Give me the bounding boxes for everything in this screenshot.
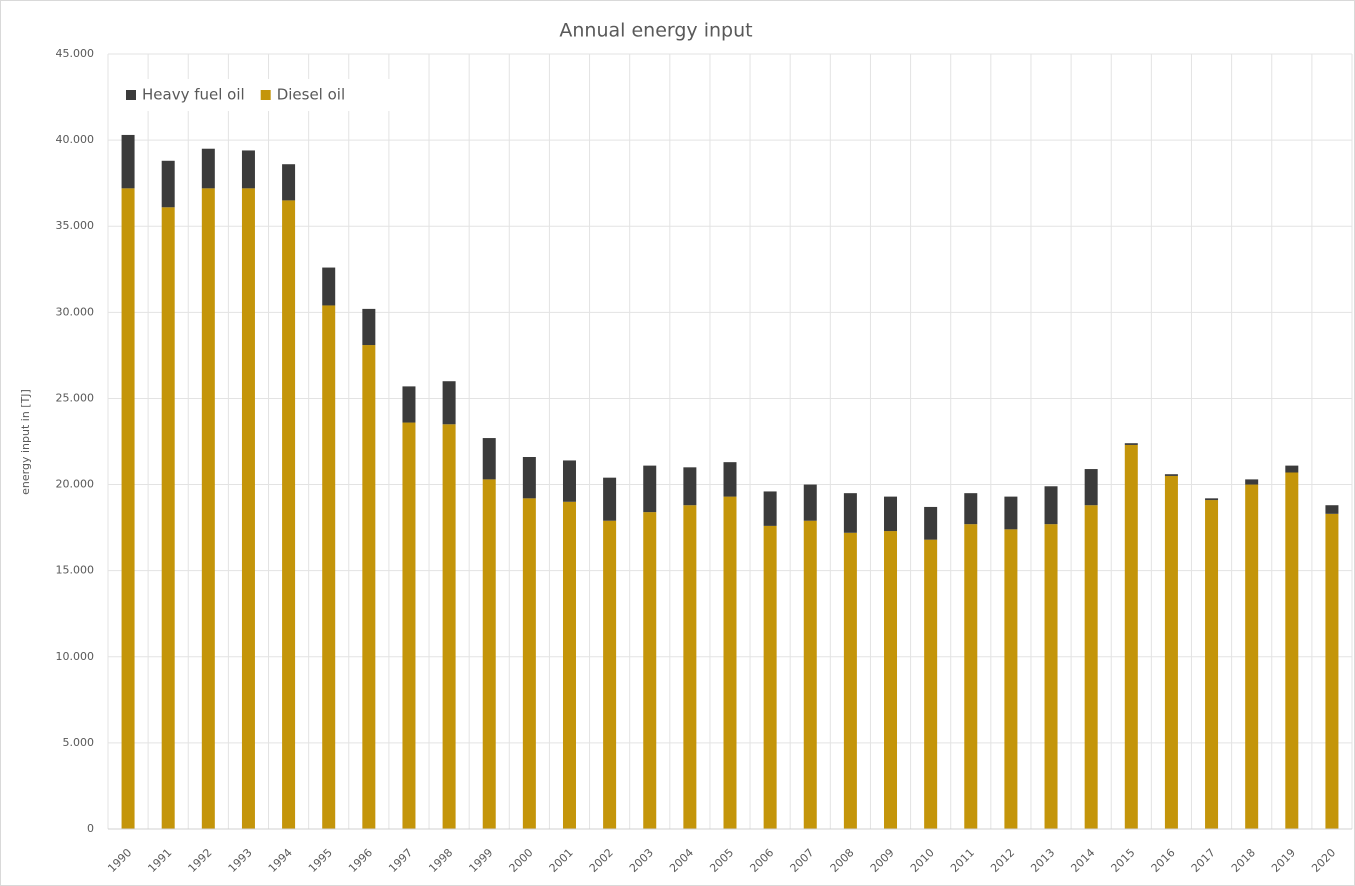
bar-segment: [1285, 465, 1299, 473]
bar-segment: [121, 188, 135, 830]
bar-segment: [1084, 505, 1098, 829]
bar-segment: [322, 267, 336, 306]
y-tick-label: 25.000: [56, 391, 95, 404]
y-axis-label: energy input in [TJ]: [19, 389, 32, 495]
bar-segment: [482, 438, 496, 480]
bar-segment: [1084, 469, 1098, 506]
bar-segment: [1044, 524, 1058, 829]
bar-segment: [723, 462, 737, 497]
bar-segment: [803, 484, 817, 521]
bar-segment: [522, 498, 536, 829]
bar-segment: [643, 465, 657, 513]
bar-segment: [201, 188, 215, 830]
bar-segment: [803, 520, 817, 829]
bar-segment: [522, 457, 536, 499]
legend-label: Diesel oil: [277, 86, 345, 104]
y-tick-label: 10.000: [56, 650, 95, 663]
bar-segment: [322, 305, 336, 829]
bar-segment: [241, 188, 255, 830]
bar-segment: [402, 422, 416, 829]
bar-segment: [603, 477, 617, 521]
bar-segment: [683, 467, 697, 506]
bar-segment: [1245, 484, 1259, 829]
bar-segment: [402, 386, 416, 423]
bar-segment: [1124, 444, 1138, 829]
bar-segment: [1285, 472, 1299, 829]
y-tick-label: 45.000: [56, 47, 95, 60]
bar-segment: [1004, 496, 1018, 530]
legend-swatch: [260, 90, 271, 100]
bar-segment: [603, 520, 617, 829]
bar-segment: [482, 479, 496, 829]
bar-segment: [241, 150, 255, 189]
y-tick-label: 0: [87, 822, 94, 835]
y-tick-label: 35.000: [56, 219, 95, 232]
bar-segment: [161, 160, 175, 208]
bar-segment: [1004, 529, 1018, 829]
legend-swatch: [126, 90, 136, 100]
bar-segment: [562, 460, 576, 502]
bar-segment: [884, 531, 898, 829]
bar-segment: [1325, 513, 1339, 829]
bar-segment: [562, 501, 576, 829]
bar-segment: [121, 134, 135, 189]
bar-segment: [442, 424, 456, 829]
bar-segment: [964, 524, 978, 829]
bar-segment: [442, 381, 456, 425]
bar-segment: [1164, 474, 1178, 476]
y-tick-label: 30.000: [56, 305, 95, 318]
bar-segment: [201, 148, 215, 189]
bar-segment: [723, 496, 737, 829]
y-tick-label: 15.000: [56, 564, 95, 577]
bar-segment: [282, 164, 296, 201]
bar-segment: [161, 207, 175, 829]
bar-segment: [1245, 479, 1259, 485]
bar-segment: [1044, 486, 1058, 525]
bar-segment: [964, 493, 978, 525]
y-tick-label: 40.000: [56, 133, 95, 146]
bar-segment: [362, 345, 376, 829]
bar-segment: [843, 532, 857, 829]
bar-segment: [884, 496, 898, 532]
bar-segment: [1205, 498, 1219, 501]
bar-segment: [763, 491, 777, 526]
bar-segment: [1205, 500, 1219, 829]
chart-title: Annual energy input: [559, 20, 752, 42]
bar-segment: [643, 512, 657, 829]
bar-segment: [1164, 475, 1178, 829]
bar-segment: [362, 308, 376, 346]
y-tick-label: 20.000: [56, 478, 95, 491]
bar-segment: [1325, 505, 1339, 514]
bar-segment: [843, 493, 857, 533]
bar-segment: [282, 200, 296, 829]
bar-segment: [924, 506, 938, 540]
bar-segment: [924, 539, 938, 829]
legend-label: Heavy fuel oil: [142, 86, 245, 104]
bar-segment: [763, 525, 777, 829]
y-tick-label: 5.000: [63, 736, 95, 749]
bar-segment: [683, 505, 697, 829]
bar-segment: [1124, 443, 1138, 445]
